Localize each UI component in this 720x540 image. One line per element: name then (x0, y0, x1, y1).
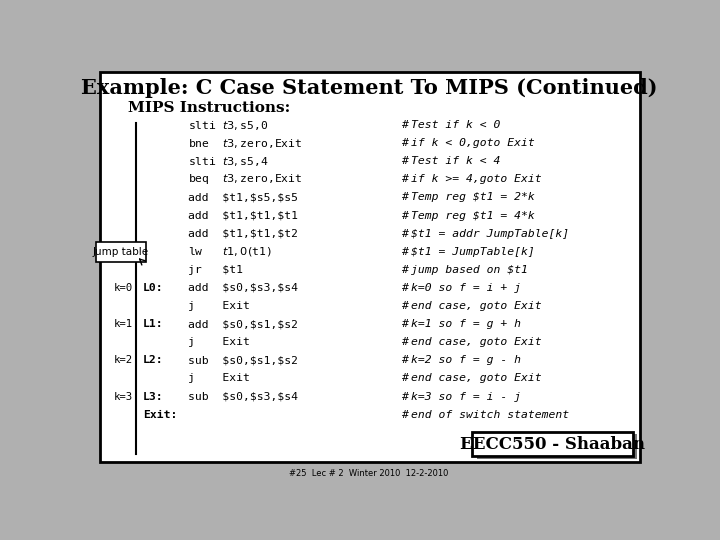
Text: lw   $t1,0($t1): lw $t1,0($t1) (188, 245, 271, 258)
Text: j    Exit: j Exit (188, 338, 250, 347)
Text: L1:: L1: (143, 319, 163, 329)
Text: EECC550 - Shaaban: EECC550 - Shaaban (460, 435, 645, 453)
Text: #: # (402, 211, 410, 220)
Text: j    Exit: j Exit (188, 374, 250, 383)
Text: Jump table: Jump table (93, 247, 149, 256)
Text: #: # (402, 265, 410, 275)
Text: #: # (402, 355, 410, 366)
Text: $t1 = JumpTable[k]: $t1 = JumpTable[k] (411, 247, 535, 256)
Text: end of switch statement: end of switch statement (411, 410, 570, 420)
Text: k=0: k=0 (114, 283, 133, 293)
FancyBboxPatch shape (477, 434, 637, 458)
Text: sub  $s0,$s1,$s2: sub $s0,$s1,$s2 (188, 355, 297, 366)
Text: add  $t1,$t1,$t2: add $t1,$t1,$t2 (188, 228, 297, 239)
Text: #: # (402, 319, 410, 329)
Text: Exit:: Exit: (143, 410, 177, 420)
Text: #: # (402, 247, 410, 256)
Text: k=3: k=3 (114, 392, 133, 402)
Text: L2:: L2: (143, 355, 163, 366)
Text: beq  $t3,$zero,Exit: beq $t3,$zero,Exit (188, 172, 302, 186)
Text: #: # (402, 410, 410, 420)
Text: #: # (402, 174, 410, 184)
Text: L0:: L0: (143, 283, 163, 293)
Text: Test if k < 4: Test if k < 4 (411, 156, 501, 166)
Text: $t1 = addr JumpTable[k]: $t1 = addr JumpTable[k] (411, 228, 570, 239)
Text: jr   $t1: jr $t1 (188, 265, 243, 275)
Text: Temp reg $t1 = 2*k: Temp reg $t1 = 2*k (411, 192, 535, 202)
Text: end case, goto Exit: end case, goto Exit (411, 338, 542, 347)
Text: k=2: k=2 (114, 355, 133, 366)
Text: #: # (402, 374, 410, 383)
Text: MIPS Instructions:: MIPS Instructions: (128, 102, 290, 116)
Text: #: # (402, 392, 410, 402)
Text: #: # (402, 120, 410, 130)
Text: end case, goto Exit: end case, goto Exit (411, 374, 542, 383)
Text: #: # (402, 138, 410, 148)
Text: L3:: L3: (143, 392, 163, 402)
Text: #: # (402, 301, 410, 311)
Text: slti $t3,$s5,4: slti $t3,$s5,4 (188, 155, 269, 168)
Text: add  $t1,$t1,$t1: add $t1,$t1,$t1 (188, 211, 297, 220)
FancyBboxPatch shape (100, 72, 640, 462)
Text: add  $s0,$s3,$s4: add $s0,$s3,$s4 (188, 283, 297, 293)
Text: bne  $t3,$zero,Exit: bne $t3,$zero,Exit (188, 137, 302, 150)
Text: #25  Lec # 2  Winter 2010  12-2-2010: #25 Lec # 2 Winter 2010 12-2-2010 (289, 469, 449, 477)
Text: #: # (402, 338, 410, 347)
Text: k=1: k=1 (114, 319, 133, 329)
Text: end case, goto Exit: end case, goto Exit (411, 301, 542, 311)
Text: #: # (402, 156, 410, 166)
Text: add  $t1,$s5,$s5: add $t1,$s5,$s5 (188, 192, 297, 202)
Text: Test if k < 0: Test if k < 0 (411, 120, 501, 130)
Text: if k >= 4,goto Exit: if k >= 4,goto Exit (411, 174, 542, 184)
Text: #: # (402, 228, 410, 239)
Text: sub  $s0,$s3,$s4: sub $s0,$s3,$s4 (188, 392, 297, 402)
Text: #: # (402, 192, 410, 202)
Text: Temp reg $t1 = 4*k: Temp reg $t1 = 4*k (411, 211, 535, 220)
FancyBboxPatch shape (472, 431, 633, 456)
Text: slti $t3,$s5,0: slti $t3,$s5,0 (188, 119, 268, 132)
Text: k=1 so f = g + h: k=1 so f = g + h (411, 319, 521, 329)
Text: j    Exit: j Exit (188, 301, 250, 311)
Text: k=2 so f = g - h: k=2 so f = g - h (411, 355, 521, 366)
FancyBboxPatch shape (96, 242, 145, 262)
Text: jump based on $t1: jump based on $t1 (411, 265, 528, 275)
Text: k=0 so f = i + j: k=0 so f = i + j (411, 283, 521, 293)
Text: if k < 0,goto Exit: if k < 0,goto Exit (411, 138, 535, 148)
Text: Example: C Case Statement To MIPS (Continued): Example: C Case Statement To MIPS (Conti… (81, 78, 657, 98)
Text: k=3 so f = i - j: k=3 so f = i - j (411, 392, 521, 402)
Text: #: # (402, 283, 410, 293)
Text: add  $s0,$s1,$s2: add $s0,$s1,$s2 (188, 319, 297, 329)
